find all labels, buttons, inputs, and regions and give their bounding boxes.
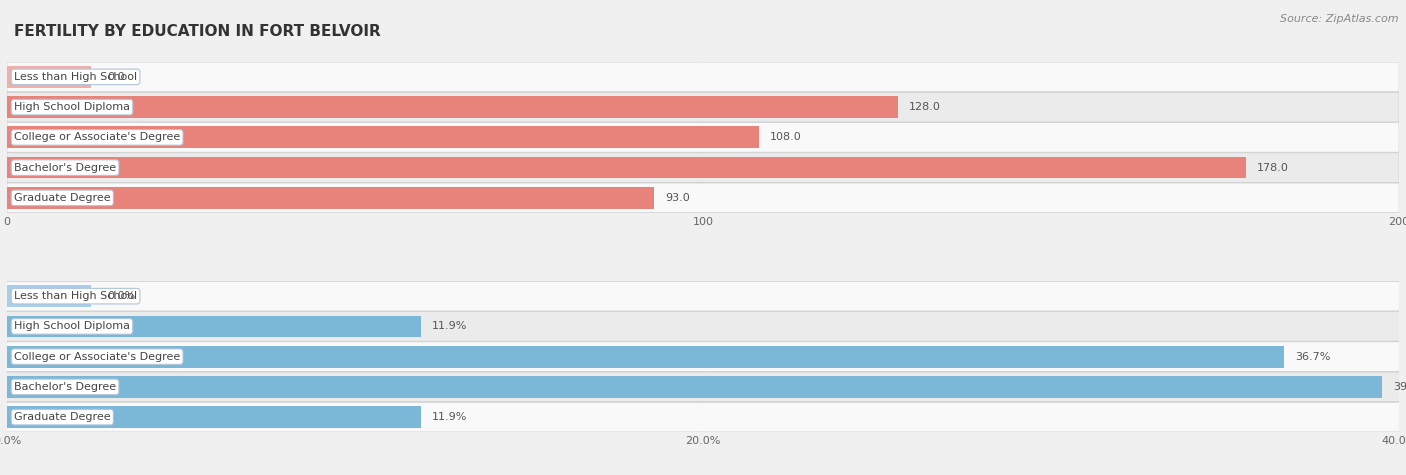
Text: High School Diploma: High School Diploma	[14, 102, 129, 112]
Text: FERTILITY BY EDUCATION IN FORT BELVOIR: FERTILITY BY EDUCATION IN FORT BELVOIR	[14, 24, 381, 39]
Text: Graduate Degree: Graduate Degree	[14, 193, 111, 203]
Bar	[7, 285, 90, 307]
Bar	[7, 376, 1382, 398]
FancyBboxPatch shape	[7, 281, 1399, 311]
Text: College or Associate's Degree: College or Associate's Degree	[14, 133, 180, 142]
Bar	[7, 315, 422, 337]
Text: Bachelor's Degree: Bachelor's Degree	[14, 162, 117, 172]
FancyBboxPatch shape	[7, 372, 1399, 402]
Text: 108.0: 108.0	[770, 133, 801, 142]
Bar	[7, 346, 1284, 368]
Text: College or Associate's Degree: College or Associate's Degree	[14, 352, 180, 361]
Text: 39.5%: 39.5%	[1393, 382, 1406, 392]
Text: 128.0: 128.0	[910, 102, 941, 112]
FancyBboxPatch shape	[7, 62, 1399, 92]
Text: 0.0: 0.0	[107, 72, 125, 82]
Text: 11.9%: 11.9%	[432, 322, 468, 332]
FancyBboxPatch shape	[7, 183, 1399, 213]
Text: Bachelor's Degree: Bachelor's Degree	[14, 382, 117, 392]
FancyBboxPatch shape	[7, 92, 1399, 122]
Text: Source: ZipAtlas.com: Source: ZipAtlas.com	[1281, 14, 1399, 24]
Text: Less than High School: Less than High School	[14, 291, 138, 301]
FancyBboxPatch shape	[7, 153, 1399, 182]
Bar	[7, 187, 654, 209]
Bar	[7, 157, 1246, 179]
FancyBboxPatch shape	[7, 123, 1399, 152]
Text: 36.7%: 36.7%	[1295, 352, 1330, 361]
Text: High School Diploma: High School Diploma	[14, 322, 129, 332]
Text: Graduate Degree: Graduate Degree	[14, 412, 111, 422]
Bar	[7, 126, 759, 148]
FancyBboxPatch shape	[7, 402, 1399, 432]
Bar	[7, 66, 90, 88]
Bar	[7, 96, 898, 118]
FancyBboxPatch shape	[7, 312, 1399, 341]
FancyBboxPatch shape	[7, 342, 1399, 371]
Text: Less than High School: Less than High School	[14, 72, 138, 82]
Text: 178.0: 178.0	[1257, 162, 1289, 172]
Text: 0.0%: 0.0%	[107, 291, 135, 301]
Bar	[7, 406, 422, 428]
Text: 93.0: 93.0	[665, 193, 690, 203]
Text: 11.9%: 11.9%	[432, 412, 468, 422]
